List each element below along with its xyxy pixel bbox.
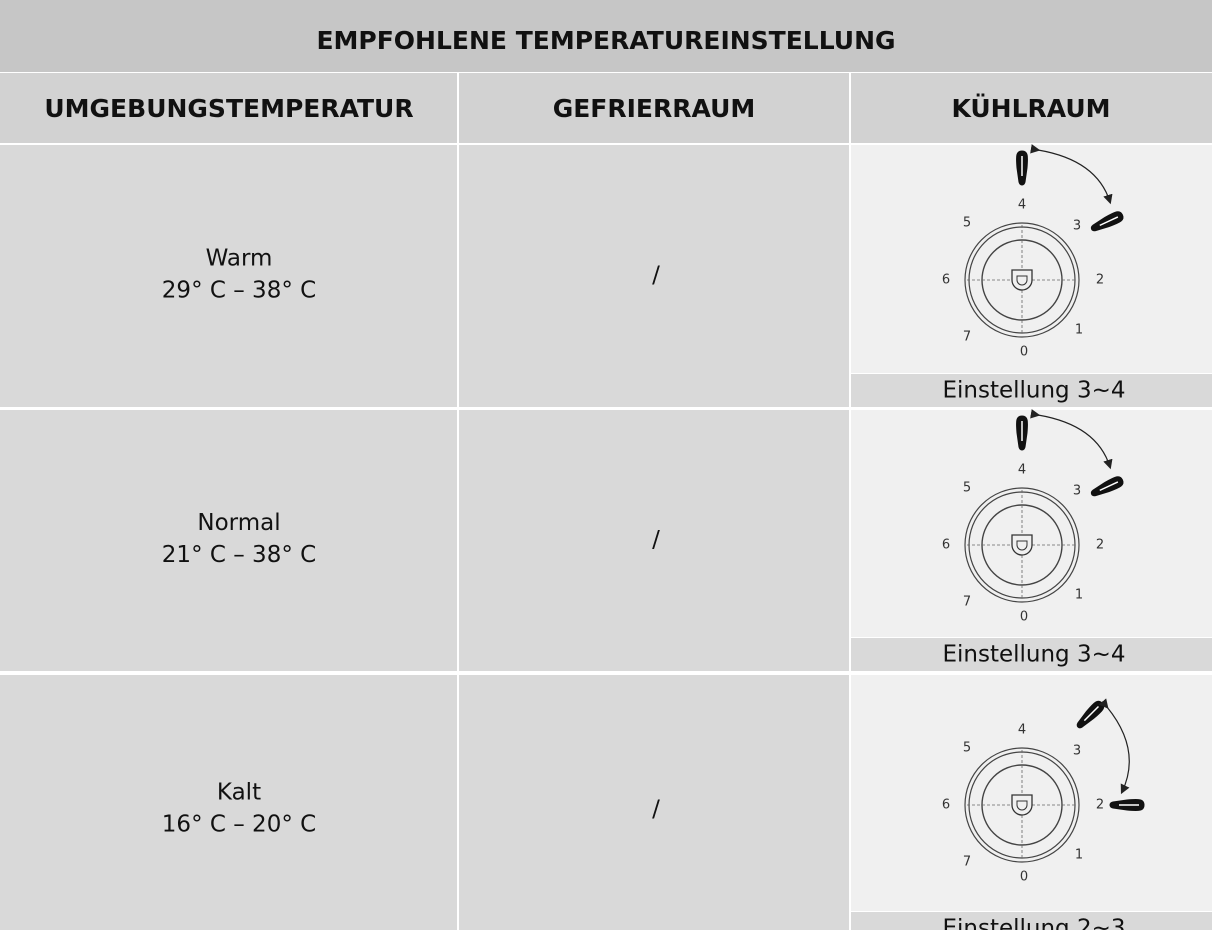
column-header: GEFRIERRAUM [553, 94, 756, 123]
dial-image [851, 410, 1212, 637]
body-cell [0, 410, 457, 671]
caption-cell [851, 374, 1212, 407]
dial-number: 3 [1073, 219, 1081, 234]
header-cell [851, 73, 1212, 143]
thermostat-dial: 0 1 2 3 4 5 6 7 [942, 409, 1124, 625]
temperature-range: 16° C – 20° C [162, 812, 316, 838]
dial-number: 5 [963, 481, 971, 496]
dial-number: 7 [963, 595, 971, 610]
turn-arrow [1030, 409, 1113, 470]
dial-outer-ring [964, 747, 1080, 863]
dial-grip [1011, 269, 1033, 291]
freezer-setting: / [652, 263, 660, 289]
dial-number: 4 [1018, 463, 1026, 478]
thermostat-dial: 0 1 2 3 4 5 6 7 [942, 144, 1124, 360]
table-title: EMPFOHLENE TEMPERATUREINSTELLUNG [316, 26, 895, 55]
temperature-range: 29° C – 38° C [162, 278, 316, 304]
knob-pointer-highlight [1083, 705, 1100, 722]
setting-caption: Einstellung 3~4 [942, 642, 1125, 668]
dial-number: 7 [963, 330, 971, 345]
thermostat-dial: 0 1 2 3 4 5 6 7 [942, 698, 1145, 885]
dial-number: 5 [963, 216, 971, 231]
turn-arrow [1030, 144, 1113, 205]
dial-number: 6 [942, 538, 950, 553]
dial-number: 0 [1020, 610, 1028, 625]
title-row [0, 0, 1212, 72]
knob-pointer-highlight [1099, 481, 1119, 492]
body-cell [459, 675, 849, 930]
body-cell [459, 145, 849, 407]
temperature-range: 21° C – 38° C [162, 542, 316, 568]
body-cell [0, 145, 457, 407]
dial-grip [1011, 534, 1033, 556]
column-header: KÜHLRAUM [951, 93, 1110, 123]
dial-number: 2 [1096, 538, 1104, 553]
dial-number: 6 [942, 273, 950, 288]
dial-grip [1011, 794, 1033, 816]
dial-number: 4 [1018, 198, 1026, 213]
freezer-setting: / [652, 797, 660, 823]
dial-number: 0 [1020, 345, 1028, 360]
dial-grip [1016, 800, 1028, 811]
dial-outer-ring [964, 487, 1080, 603]
dial-grip [1016, 540, 1028, 551]
dial-outer-ring [964, 222, 1080, 338]
dial-number: 1 [1075, 848, 1083, 863]
dial-number: 1 [1075, 588, 1083, 603]
climate-class: Kalt [217, 780, 261, 806]
dial-number: 4 [1018, 723, 1026, 738]
dial-image [851, 145, 1212, 373]
header-cell [0, 73, 457, 143]
climate-class: Normal [197, 510, 280, 536]
column-header: UMGEBUNGSTEMPERATUR [44, 94, 413, 123]
dial-number: 7 [963, 855, 971, 870]
setting-caption: Einstellung 2~3 [942, 916, 1125, 930]
dial-number: 6 [942, 798, 950, 813]
dial-number: 3 [1073, 484, 1081, 499]
turn-arrow [1098, 698, 1130, 795]
caption-cell [851, 912, 1212, 930]
dial-image [851, 675, 1212, 911]
dial-number: 1 [1075, 323, 1083, 338]
knob-pointer-highlight [1099, 216, 1119, 227]
freezer-setting: / [652, 527, 660, 553]
climate-class: Warm [206, 246, 273, 272]
body-cell [459, 410, 849, 671]
dial-number: 0 [1020, 870, 1028, 885]
dial-number: 3 [1073, 744, 1081, 759]
caption-cell [851, 638, 1212, 671]
setting-caption: Einstellung 3~4 [942, 378, 1125, 404]
body-cell [0, 675, 457, 930]
header-cell [459, 73, 849, 143]
dial-grip [1016, 275, 1028, 286]
dial-number: 5 [963, 741, 971, 756]
dial-number: 2 [1096, 273, 1104, 288]
dial-number: 2 [1096, 798, 1104, 813]
